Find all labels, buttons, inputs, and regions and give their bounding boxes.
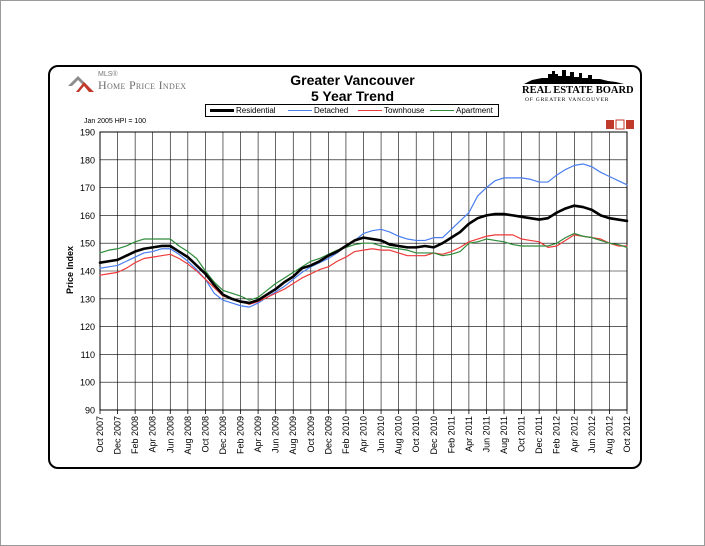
legend-item-detached: Detached <box>288 105 358 116</box>
y-tick-label: 180 <box>80 155 95 165</box>
x-tick-label: Jun 2012 <box>587 416 597 453</box>
chart-title: Greater Vancouver <box>290 72 415 88</box>
legend-item-townhouse: Townhouse <box>358 105 428 116</box>
legend-swatch <box>288 110 312 111</box>
y-tick-label: 140 <box>80 267 95 277</box>
series-line-apartment <box>99 232 628 301</box>
legend-label: Apartment <box>456 106 493 115</box>
x-tick-label: Oct 2009 <box>306 416 316 453</box>
series-line-detached <box>99 163 628 308</box>
y-tick-label: 160 <box>80 211 95 221</box>
skyline-icon <box>524 70 624 84</box>
x-tick-label: Aug 2008 <box>183 416 193 455</box>
x-tick-label: Aug 2012 <box>604 416 614 455</box>
y-tick-label: 110 <box>81 350 95 360</box>
x-tick-label: Aug 2010 <box>394 416 404 455</box>
series-line-residential <box>98 204 629 305</box>
y-tick-label: 90 <box>85 406 95 416</box>
x-tick-label: Feb 2011 <box>446 416 456 453</box>
series-line-townhouse <box>99 234 628 305</box>
legend-label: Detached <box>314 106 349 115</box>
legend-swatch <box>210 109 234 112</box>
x-tick-label: Aug 2011 <box>499 416 509 454</box>
x-tick-label: Feb 2010 <box>341 416 351 454</box>
x-tick-label: Dec 2011 <box>534 416 544 454</box>
real-estate-board-logo: REAL ESTATE BOARD OF GREATER VANCOUVER <box>518 68 634 104</box>
legend-swatch <box>358 110 382 111</box>
board-icons <box>606 119 634 130</box>
house-icon <box>68 76 94 92</box>
chart-subtitle: 5 Year Trend <box>310 88 394 104</box>
legend-label: Townhouse <box>384 106 425 115</box>
y-tick-label: 120 <box>80 322 95 332</box>
x-tick-label: Apr 2011 <box>464 416 474 452</box>
legend-item-apartment: Apartment <box>430 105 498 116</box>
x-tick-label: Jun 2008 <box>165 416 175 453</box>
y-tick-label: 150 <box>80 239 95 249</box>
mls-hpi-logo: MLS® Home Price Index <box>60 70 250 96</box>
legend-item-residential: Residential <box>210 105 280 116</box>
x-tick-label: Oct 2011 <box>517 416 527 452</box>
y-tick-label: 190 <box>80 128 95 138</box>
chart-legend: Residential Detached Townhouse Apartment <box>205 104 499 117</box>
x-tick-label: Apr 2008 <box>148 416 158 453</box>
x-tick-label: Feb 2012 <box>552 416 562 454</box>
x-tick-label: Feb 2008 <box>130 416 140 454</box>
x-tick-label: Oct 2008 <box>200 416 210 453</box>
x-tick-label: Oct 2010 <box>411 416 421 453</box>
x-tick-label: Dec 2008 <box>218 416 228 455</box>
legend-swatch <box>430 110 454 111</box>
reb-subtitle: OF GREATER VANCOUVER <box>525 97 610 103</box>
x-tick-label: Apr 2012 <box>569 416 579 453</box>
x-tick-label: Jun 2010 <box>376 416 386 453</box>
y-tick-label: 170 <box>80 183 95 193</box>
index-base-note: Jan 2005 HPI = 100 <box>84 118 147 125</box>
x-tick-label: Apr 2010 <box>359 416 369 453</box>
y-tick-label: 100 <box>80 378 95 388</box>
x-tick-label: Apr 2009 <box>253 416 263 453</box>
home-price-index-label: Home Price Index <box>98 78 187 92</box>
x-tick-label: Dec 2007 <box>113 416 123 455</box>
x-tick-label: Feb 2009 <box>236 416 246 454</box>
legend-label: Residential <box>236 106 276 115</box>
reb-name: REAL ESTATE BOARD <box>522 85 634 96</box>
x-tick-label: Dec 2010 <box>429 416 439 455</box>
y-tick-label: 130 <box>80 294 95 304</box>
x-tick-label: Jun 2009 <box>271 416 281 453</box>
x-tick-label: Aug 2009 <box>288 416 298 455</box>
x-tick-label: Dec 2009 <box>323 416 333 455</box>
x-tick-label: Jun 2011 <box>481 416 491 452</box>
mls-label: MLS® <box>98 71 118 78</box>
x-tick-label: Oct 2007 <box>95 416 105 453</box>
x-tick-label: Oct 2012 <box>622 416 632 453</box>
